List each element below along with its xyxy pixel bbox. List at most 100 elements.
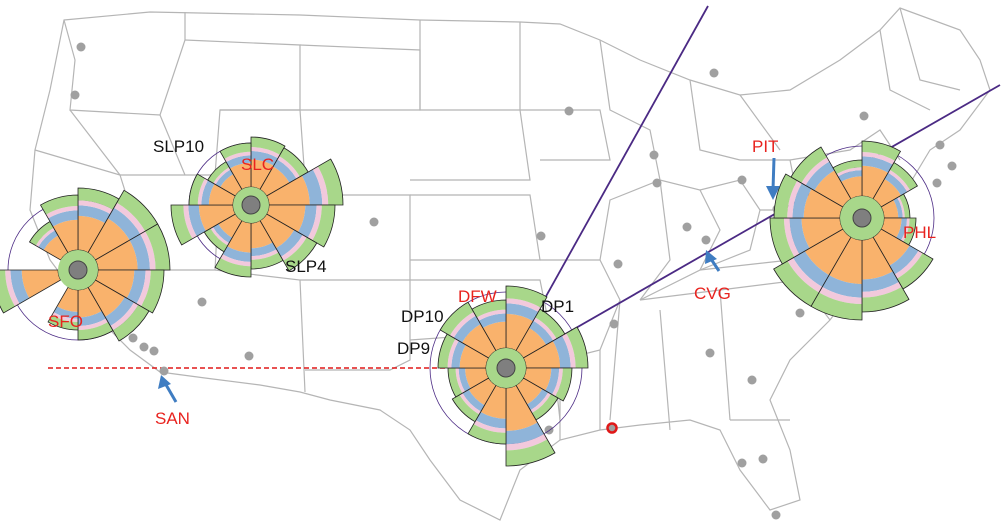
hub-center-dot (241, 195, 261, 215)
rose-sector-band (889, 245, 919, 275)
rose-sector-band (532, 394, 558, 420)
state-borders (29, 7, 991, 521)
rose-sector-band (862, 281, 902, 298)
rose-sector-band (112, 304, 150, 342)
runway-label-dp1: DP1 (541, 297, 574, 316)
rose-sector-band (506, 422, 545, 445)
rose-sector-band (516, 378, 543, 405)
airport-dot (652, 178, 662, 188)
rose-sector-band (57, 287, 78, 312)
rose-sector-band (452, 394, 480, 422)
hub-label-slc: SLC (241, 155, 274, 174)
rose-sector-band (829, 237, 862, 284)
rose-sector-band (52, 219, 78, 253)
rose-sector-band (212, 223, 233, 244)
rose-sector-band (141, 270, 164, 313)
airport-dot (139, 342, 149, 352)
rose-sector-band (222, 246, 251, 262)
rose-sector-band (455, 368, 465, 394)
airport-dot (564, 106, 574, 116)
rose-sector-band (251, 249, 279, 260)
rose-sector-band (448, 368, 463, 397)
rose-sector-band (78, 188, 119, 210)
rose-sector-band (110, 302, 139, 331)
rose-sector-band (78, 215, 106, 253)
rose-sector-band (48, 315, 78, 330)
rose-sector-band (862, 165, 889, 199)
rose-sector-band (43, 235, 68, 260)
rose-sector-band (145, 224, 170, 270)
rose-sector-band (440, 302, 474, 336)
runway-label-dp9: DP9 (397, 339, 430, 358)
hub-rose-charts (0, 136, 935, 467)
rose-sector-band (516, 327, 547, 358)
rose-sector-band (899, 194, 910, 218)
rose-sector-band (95, 240, 138, 270)
rose-sector-band (198, 205, 236, 232)
rose-sector-band (52, 312, 78, 322)
rose-sector-band (251, 147, 280, 159)
rose-sector-band (458, 368, 471, 392)
airport-dot (758, 454, 768, 464)
rose-sector-band (451, 340, 466, 368)
rose-sector-band (283, 237, 317, 271)
rose-sector-band (251, 252, 283, 269)
rose-sector-band (545, 368, 560, 395)
airport-dot (70, 90, 80, 100)
airport-dot (947, 161, 957, 171)
rose-sector-band (530, 392, 552, 414)
airport-dot (609, 319, 619, 329)
rose-sector-band (897, 253, 934, 290)
airport-dot (649, 150, 659, 160)
rose-sector-band (226, 155, 251, 169)
airport-dot (536, 231, 546, 241)
rose-sector-band (893, 197, 903, 218)
rose-sector-band (862, 237, 893, 280)
rose-sector-band (468, 378, 496, 406)
rose-sector-band (506, 433, 548, 451)
rose-sector-band (88, 280, 125, 317)
airport-dot (682, 222, 692, 232)
hub-rose-slc (170, 136, 344, 278)
rose-sector-band (506, 298, 541, 313)
rose-sector-band (523, 340, 561, 368)
rose-sector-band (29, 221, 54, 246)
airport-label-pit: PIT (752, 137, 778, 156)
hub-rose-phl (769, 140, 935, 321)
rose-sector-band (220, 174, 242, 196)
rose-sector-band (805, 161, 835, 191)
rose-sector-band (787, 257, 823, 293)
map-labels: SFO SLC DFW PHL SAN PIT CVG SLP10 SLP4 D… (48, 137, 936, 428)
rose-sector-band (472, 300, 506, 318)
route-line-northeast (505, 84, 1001, 369)
rose-sector-band (889, 162, 918, 191)
airport-dot (369, 217, 379, 227)
rose-sector-band (204, 228, 228, 252)
airport-dots (70, 42, 957, 520)
rose-sector-band (312, 166, 329, 205)
airport-dot (613, 259, 623, 269)
rose-sector-band (478, 313, 506, 328)
rose-sector-band (224, 151, 251, 162)
rose-sector-band (229, 162, 251, 190)
rose-sector-band (189, 174, 205, 205)
rose-sector-band (787, 180, 802, 218)
rose-sector-band (473, 420, 506, 433)
rose-sector-band (862, 286, 909, 312)
rose-sector-band (506, 385, 538, 431)
rose-sector-band (561, 333, 576, 368)
rose-sector-band (523, 368, 552, 391)
rose-sector-band (88, 218, 130, 260)
rose-sector-band (836, 167, 862, 177)
rose-sector-band (116, 190, 158, 232)
rose-sector-band (215, 258, 251, 277)
rose-sector-band (838, 170, 862, 182)
rose-sector-band (555, 368, 572, 401)
rose-sector-band (213, 167, 231, 185)
rose-sector-band (814, 170, 851, 207)
rose-sector-band (901, 218, 910, 242)
rose-sector-band (275, 229, 303, 257)
rose-sector-band (462, 389, 485, 412)
rose-sector-band (811, 292, 862, 320)
rose-sector-band (801, 157, 830, 186)
